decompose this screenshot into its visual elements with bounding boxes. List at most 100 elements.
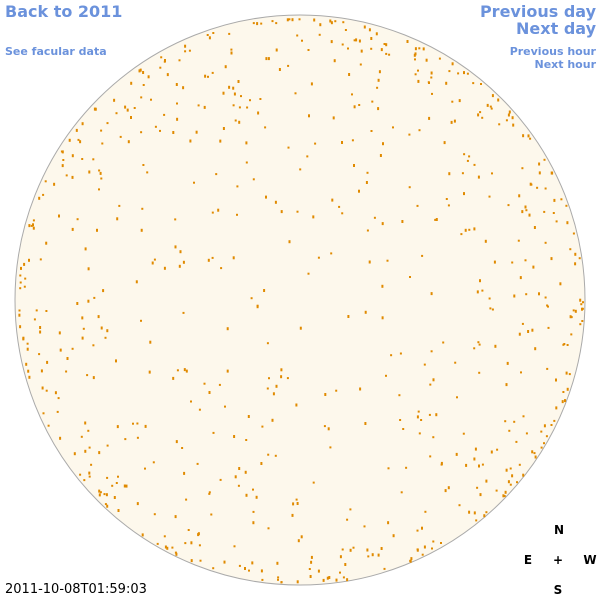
facula <box>533 452 536 455</box>
facula <box>288 240 291 244</box>
facula <box>440 542 442 544</box>
facula <box>543 158 546 161</box>
facula <box>208 491 211 494</box>
facula <box>92 158 95 161</box>
facula <box>375 32 378 36</box>
compass-south: S <box>553 583 563 597</box>
facula <box>531 328 534 332</box>
facula <box>98 493 101 497</box>
facula <box>496 448 499 451</box>
facula <box>417 69 419 72</box>
facula <box>353 105 356 109</box>
facula <box>171 546 174 549</box>
facula <box>555 406 558 410</box>
facula <box>348 73 351 76</box>
facula <box>144 424 147 428</box>
facula <box>118 204 121 207</box>
facula <box>295 498 298 501</box>
facula <box>246 106 249 109</box>
facula <box>511 116 514 120</box>
facula <box>18 313 21 317</box>
facula <box>408 133 411 136</box>
facula <box>578 257 581 260</box>
facula <box>255 495 258 499</box>
facula <box>62 159 65 161</box>
facula <box>132 422 134 425</box>
facula <box>100 129 103 132</box>
facula <box>295 403 298 407</box>
facular-link[interactable]: See facular data <box>5 45 107 58</box>
facula <box>39 326 42 329</box>
facula <box>516 481 518 484</box>
facula <box>207 75 209 78</box>
next-day-link[interactable]: Next day <box>516 19 596 38</box>
facula <box>472 82 475 85</box>
facula <box>445 198 448 200</box>
facula <box>435 413 438 417</box>
facula <box>88 471 91 475</box>
facula <box>212 567 215 570</box>
facula <box>71 175 74 179</box>
facula <box>103 493 106 496</box>
facula <box>257 111 260 115</box>
facula <box>198 544 201 547</box>
facula <box>19 325 22 329</box>
facula <box>113 496 116 499</box>
facula <box>522 415 525 418</box>
facula <box>123 484 126 488</box>
facula <box>363 525 366 528</box>
facula <box>581 320 584 322</box>
facula <box>298 18 301 21</box>
facula <box>399 352 402 355</box>
facula <box>38 196 41 200</box>
facula <box>240 95 242 98</box>
facula <box>19 274 22 277</box>
facula <box>207 258 210 262</box>
facula <box>546 304 549 307</box>
back-link[interactable]: Back to 2011 <box>5 2 123 21</box>
facula <box>166 546 169 550</box>
facula <box>217 208 220 212</box>
facula <box>313 18 316 22</box>
facula <box>405 466 408 469</box>
previous-day-link[interactable]: Previous day <box>479 2 596 21</box>
facula <box>153 258 156 261</box>
facula <box>32 226 35 230</box>
facula <box>544 296 547 299</box>
facula <box>208 36 211 40</box>
facula <box>266 387 269 390</box>
facula <box>538 162 541 166</box>
facula <box>342 576 345 579</box>
facula <box>166 73 169 77</box>
facula <box>306 155 309 158</box>
facula <box>99 491 102 494</box>
facula <box>521 322 524 325</box>
facula <box>259 98 262 100</box>
facula <box>81 158 84 160</box>
facula <box>190 559 193 563</box>
facula <box>86 374 89 377</box>
facula <box>473 163 476 166</box>
facula <box>106 504 109 508</box>
facula <box>117 509 120 512</box>
facula <box>93 296 96 299</box>
previous-hour-link[interactable]: Previous hour <box>509 45 596 58</box>
facula <box>81 336 84 340</box>
facula <box>332 116 335 120</box>
facula <box>569 248 572 251</box>
facula <box>232 104 235 107</box>
facula <box>41 386 44 390</box>
facula <box>184 542 187 545</box>
facula <box>274 454 277 457</box>
facula <box>346 578 349 582</box>
facula <box>417 410 420 413</box>
facula <box>276 561 279 565</box>
facula <box>435 218 438 221</box>
facula <box>226 327 229 331</box>
next-hour-link[interactable]: Next hour <box>534 58 597 71</box>
facula <box>359 387 362 391</box>
facula <box>206 34 209 36</box>
facula <box>458 99 461 103</box>
facula <box>136 422 139 425</box>
facula <box>440 461 443 465</box>
